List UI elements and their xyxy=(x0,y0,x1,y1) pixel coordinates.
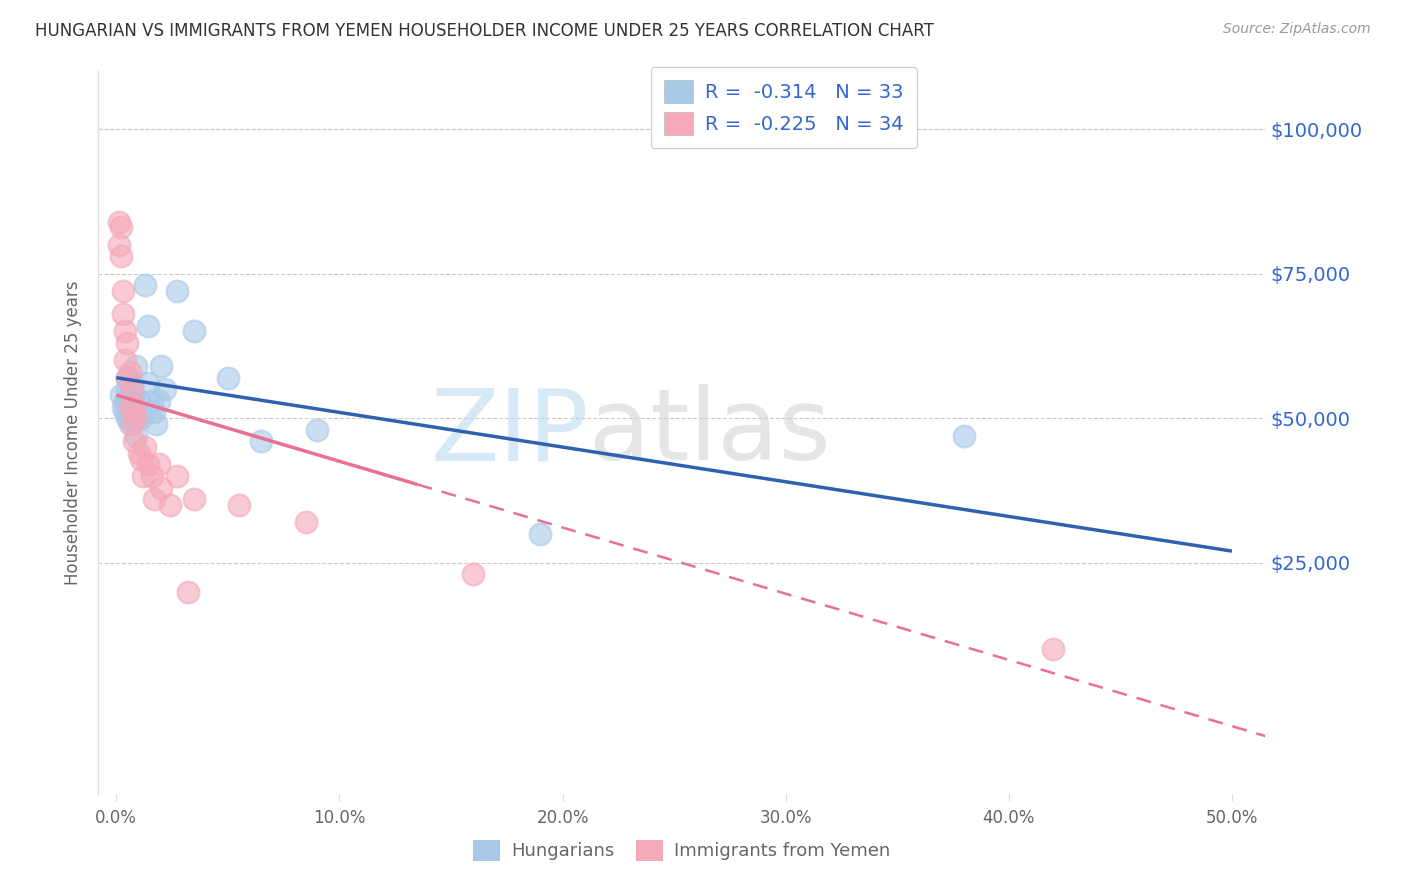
Point xyxy=(122,388,145,402)
Point xyxy=(143,405,166,419)
Point xyxy=(183,492,205,507)
Point xyxy=(117,382,139,396)
Point xyxy=(149,481,172,495)
Point xyxy=(176,584,198,599)
Point xyxy=(128,446,150,460)
Point xyxy=(148,393,170,408)
Point xyxy=(118,365,141,379)
Point xyxy=(111,284,134,298)
Point xyxy=(110,388,132,402)
Point xyxy=(125,411,148,425)
Point xyxy=(122,434,145,449)
Point xyxy=(166,469,188,483)
Point xyxy=(114,393,136,408)
Y-axis label: Householder Income Under 25 years: Householder Income Under 25 years xyxy=(65,280,83,585)
Point xyxy=(143,492,166,507)
Point xyxy=(953,428,976,442)
Point xyxy=(110,249,132,263)
Point xyxy=(122,411,145,425)
Point xyxy=(117,411,139,425)
Point xyxy=(117,370,139,384)
Point xyxy=(117,370,139,384)
Point xyxy=(145,417,167,431)
Point xyxy=(114,325,136,339)
Point xyxy=(159,498,181,512)
Point xyxy=(166,284,188,298)
Point xyxy=(295,515,318,529)
Point xyxy=(122,400,145,414)
Point xyxy=(121,417,143,431)
Point xyxy=(118,417,141,431)
Point xyxy=(463,567,485,582)
Point xyxy=(217,370,239,384)
Point xyxy=(110,220,132,235)
Point xyxy=(121,382,143,396)
Point xyxy=(118,400,141,414)
Point xyxy=(148,458,170,472)
Legend: Hungarians, Immigrants from Yemen: Hungarians, Immigrants from Yemen xyxy=(467,832,897,868)
Point xyxy=(114,405,136,419)
Point xyxy=(111,307,134,321)
Point xyxy=(136,458,159,472)
Point xyxy=(141,469,163,483)
Point xyxy=(134,440,156,454)
Point xyxy=(125,359,148,373)
Point xyxy=(114,353,136,368)
Point xyxy=(307,423,329,437)
Point xyxy=(129,451,152,466)
Point xyxy=(129,411,152,425)
Point xyxy=(183,325,205,339)
Point xyxy=(125,428,148,442)
Point xyxy=(155,382,177,396)
Point xyxy=(228,498,250,512)
Point xyxy=(117,336,139,351)
Point xyxy=(529,526,551,541)
Point xyxy=(128,393,150,408)
Point xyxy=(118,393,141,408)
Point xyxy=(121,400,143,414)
Point xyxy=(107,237,129,252)
Point xyxy=(1042,642,1064,657)
Text: Source: ZipAtlas.com: Source: ZipAtlas.com xyxy=(1223,22,1371,37)
Point xyxy=(149,359,172,373)
Point xyxy=(132,469,155,483)
Point xyxy=(136,318,159,333)
Point xyxy=(134,278,156,293)
Point xyxy=(107,214,129,228)
Point xyxy=(141,393,163,408)
Text: HUNGARIAN VS IMMIGRANTS FROM YEMEN HOUSEHOLDER INCOME UNDER 25 YEARS CORRELATION: HUNGARIAN VS IMMIGRANTS FROM YEMEN HOUSE… xyxy=(35,22,934,40)
Text: ZIP: ZIP xyxy=(430,384,589,481)
Point xyxy=(121,376,143,391)
Point xyxy=(250,434,273,449)
Point xyxy=(136,376,159,391)
Point xyxy=(111,400,134,414)
Text: atlas: atlas xyxy=(589,384,830,481)
